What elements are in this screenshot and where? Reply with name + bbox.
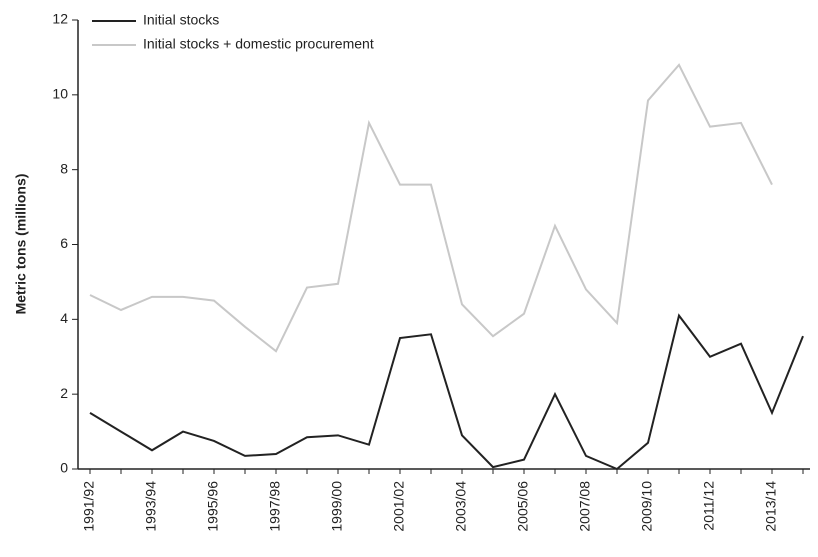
- x-tick-label: 2013/14: [763, 481, 779, 532]
- y-tick-label: 12: [52, 11, 68, 27]
- legend-label: Initial stocks: [143, 12, 219, 28]
- x-tick-label: 2007/08: [577, 481, 593, 532]
- x-tick-label: 2009/10: [639, 481, 655, 532]
- x-tick-label: 1993/94: [143, 481, 159, 532]
- x-tick-label: 1991/92: [81, 481, 97, 532]
- y-tick-label: 8: [60, 160, 68, 176]
- x-tick-label: 2005/06: [515, 481, 531, 532]
- y-axis-label: Metric tons (millions): [13, 174, 29, 315]
- x-tick-label: 1999/00: [329, 481, 345, 532]
- y-tick-label: 10: [52, 86, 68, 102]
- y-tick-label: 2: [60, 385, 68, 401]
- y-tick-label: 4: [60, 310, 68, 326]
- series-line: [89, 313, 804, 471]
- series-line: [89, 63, 773, 353]
- x-tick-label: 2003/04: [453, 481, 469, 532]
- x-tick-label: 2001/02: [391, 481, 407, 532]
- x-tick-label: 1997/98: [267, 481, 283, 532]
- y-tick-label: 0: [60, 460, 68, 476]
- y-tick-label: 6: [60, 235, 68, 251]
- x-tick-label: 2011/12: [701, 481, 717, 531]
- x-tick-label: 1995/96: [205, 481, 221, 532]
- legend-label: Initial stocks + domestic procurement: [143, 36, 374, 52]
